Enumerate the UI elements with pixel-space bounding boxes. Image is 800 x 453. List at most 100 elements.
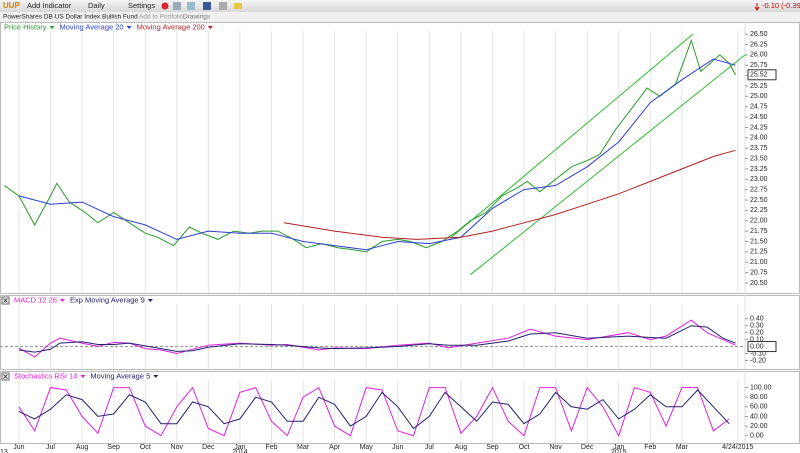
y-tick-label: 21.00 [750,259,768,266]
panel [0,22,800,294]
x-tick-label: Oct [519,444,530,451]
x-tick-label: Dec [202,444,215,451]
panel [0,371,800,444]
close-icon [3,374,8,379]
icon[interactable] [187,2,195,10]
legend-dropdown [59,299,65,302]
y-tick-label: 23.25 [750,166,768,173]
y-tick-label: 25.75 [750,62,768,69]
y-tick-label: 100.00 [750,384,772,391]
y-tick-label: 0.10 [750,336,764,343]
down-arrow [754,3,760,11]
legend-dropdown [126,26,132,29]
y-tick-label: 20.50 [750,280,768,287]
legend-dropdown [49,26,55,29]
y-tick-label: 26.50 [750,31,768,38]
add-to-portfolio[interactable]: Add to Portfolio [139,14,184,21]
y-tick-label: 25.25 [750,83,768,90]
drawings[interactable]: Drawings [183,14,211,21]
x-tick-label: 4/24/2015 [722,444,753,451]
x-tick-label: Mar [676,444,689,451]
legend-entry[interactable]: Moving Average 5 [90,371,150,380]
x-tick-label: Oct [140,444,151,451]
y-tick-label: 25.00 [750,93,768,100]
x-tick-label: Nov [171,444,184,451]
x-tick-label: Aug [455,444,468,451]
close-icon [3,298,8,303]
y-tick-label: 40.00 [750,413,768,420]
y-tick-label: 23.75 [750,145,768,152]
settings[interactable]: Settings [128,1,155,10]
last-value-box [747,69,777,81]
x-tick-label: Apr [329,444,341,451]
x-tick-label: Jun [392,444,403,451]
fund-name: PowerShares DB US Dollar Index Bullish F… [3,14,138,21]
year-label: 2014 [232,449,248,453]
y-tick-label: 20.75 [750,269,768,276]
series-line [284,149,736,240]
interval[interactable]: Daily [88,1,105,10]
x-tick-label: Jun [13,444,24,451]
legend-dropdown [80,375,86,378]
symbol[interactable]: UUP [3,1,21,10]
legend-entry[interactable]: MACD 12 26 [14,295,57,304]
subbar [0,12,800,22]
add-indicator[interactable]: Add Indicator [27,1,72,10]
y-tick-label: 21.75 [750,228,768,235]
y-tick-label: 24.25 [750,124,768,131]
legend-dropdown [207,26,213,29]
x-tick-label: Feb [644,444,656,451]
legend-dropdown [147,299,153,302]
y-tick-label: 0.20 [750,329,764,336]
series-line [18,386,730,437]
x-tick-label: Nov [549,444,562,451]
y-tick-label: 22.25 [750,207,768,214]
x-tick-label: Sep [486,444,499,451]
legend-entry[interactable]: Stochastics RSI 14 [14,371,77,380]
y-tick-label: 21.25 [750,249,768,256]
y-tick-label: 23.00 [750,176,768,183]
y-tick-label: 22.00 [750,218,768,225]
trendline [451,33,694,238]
x-tick-label: Aug [76,444,89,451]
y-tick-label: 21.50 [750,238,768,245]
x-tick-label: Jul [46,444,55,451]
last-value-box [747,341,777,353]
icon[interactable] [173,2,181,10]
x-tick-label: Jan [234,444,245,451]
x-tick-label: Jul [425,444,434,451]
y-tick-label: 22.75 [750,186,768,193]
y-tick-label: 26.25 [750,41,768,48]
y-tick-label: 24.75 [750,104,768,111]
icon[interactable] [203,2,211,10]
y-tick-label: 22.50 [750,197,768,204]
icon[interactable] [234,3,242,9]
icon[interactable] [161,2,169,10]
year-label: 2015 [611,449,627,453]
y-tick-label: 20.00 [750,423,768,430]
y-tick-label: 80.00 [750,394,768,401]
x-tick-label: Sep [107,444,120,451]
series-line [18,58,736,251]
y-tick-label: 60.00 [750,404,768,411]
y-tick-label: -0.10 [750,350,766,357]
trendline [470,54,746,276]
x-tick-label: Dec [581,444,594,451]
y-tick-label: 0.40 [750,316,764,323]
legend-dropdown [153,375,159,378]
x-tick-label: Feb [265,444,277,451]
legend-entry[interactable]: Moving Average 200 [137,22,205,31]
y-tick-label: 23.50 [750,155,768,162]
series-line [18,389,730,430]
x-tick-label: Mar [297,444,310,451]
toolbar [0,0,800,12]
legend-entry[interactable]: Moving Average 20 [60,22,124,31]
icon[interactable] [219,2,227,10]
year-label: 13 [0,449,8,453]
last-value-label: 25.52 [750,72,768,79]
legend-entry[interactable]: Exp Moving Average 9 [70,295,145,304]
legend-entry[interactable]: Price History [4,22,47,31]
y-tick-label: 26.00 [750,52,768,59]
